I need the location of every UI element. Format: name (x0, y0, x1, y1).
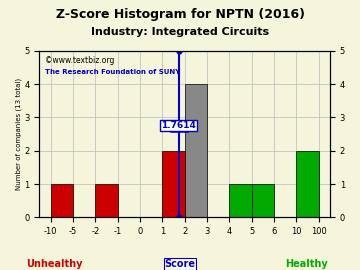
Text: Healthy: Healthy (285, 259, 327, 269)
Bar (162, 151, 185, 217)
Bar (296, 151, 319, 217)
Bar (229, 184, 252, 217)
Text: ©www.textbiz.org: ©www.textbiz.org (45, 56, 114, 65)
Bar (252, 184, 274, 217)
Bar (185, 84, 207, 217)
Y-axis label: Number of companies (13 total): Number of companies (13 total) (15, 78, 22, 190)
Text: Industry: Integrated Circuits: Industry: Integrated Circuits (91, 27, 269, 37)
Text: Z-Score Histogram for NPTN (2016): Z-Score Histogram for NPTN (2016) (55, 8, 305, 21)
Bar (95, 184, 118, 217)
Text: Score: Score (165, 259, 195, 269)
Text: Unhealthy: Unhealthy (26, 259, 82, 269)
Text: The Research Foundation of SUNY: The Research Foundation of SUNY (45, 69, 180, 75)
Text: 1.7614: 1.7614 (161, 121, 195, 130)
Bar (50, 184, 73, 217)
